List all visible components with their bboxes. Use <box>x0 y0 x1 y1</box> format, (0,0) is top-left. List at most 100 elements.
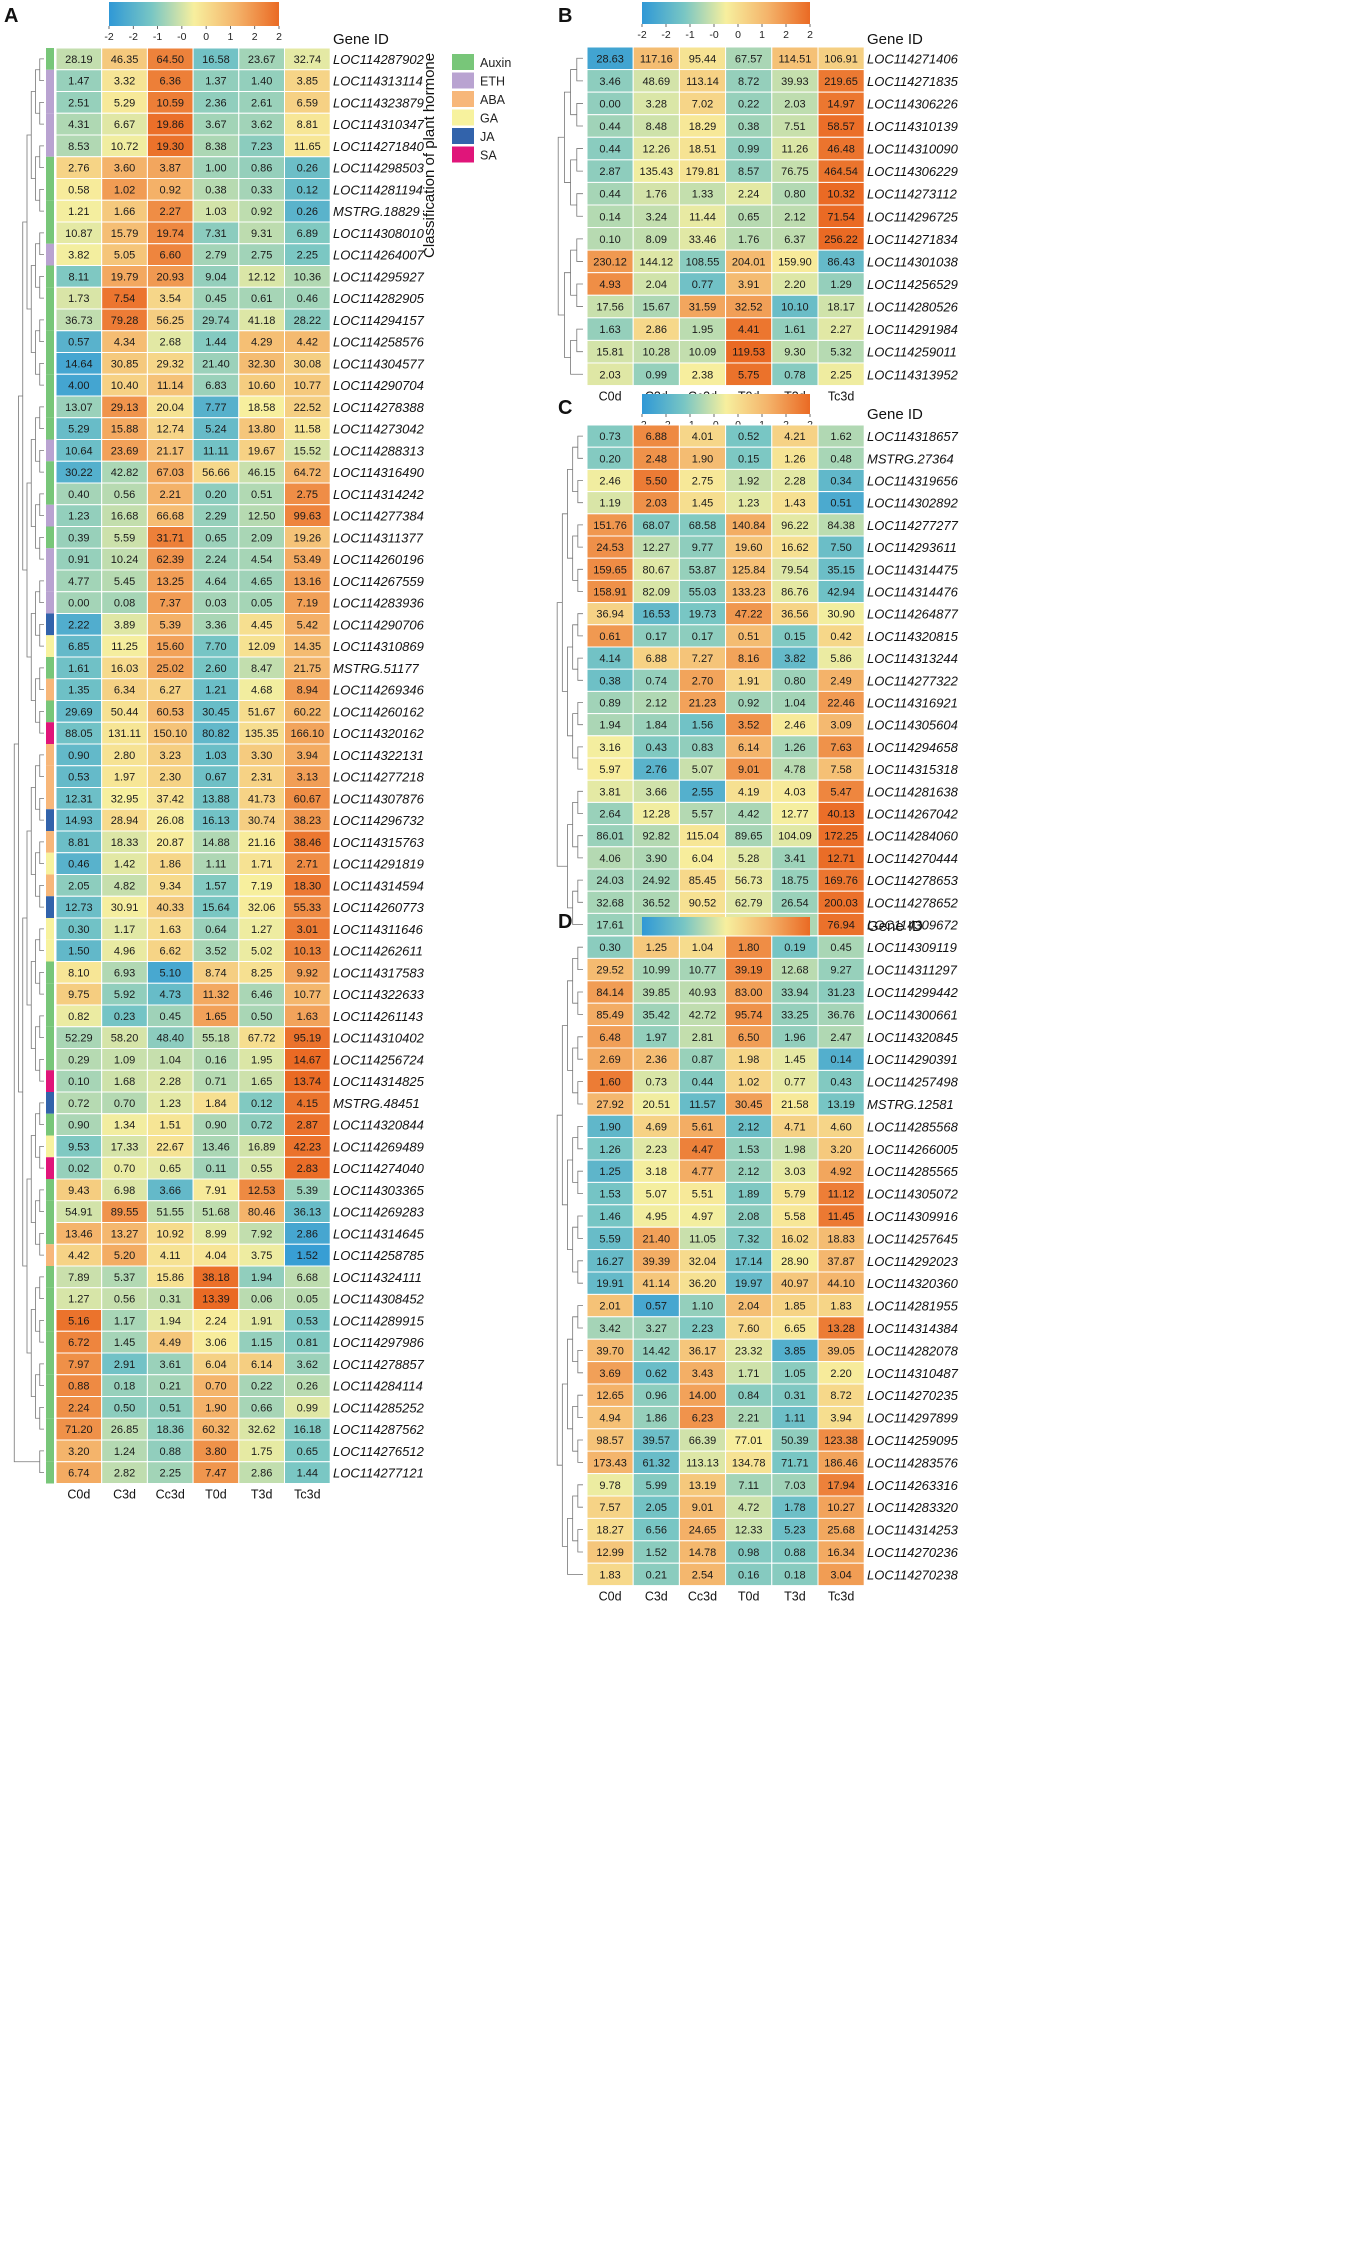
cell-value: 2.09 <box>251 532 272 544</box>
cell-value: 5.39 <box>297 1185 318 1197</box>
gene-label: LOC114314253 <box>867 1523 959 1538</box>
column-label: Cc3d <box>156 1488 185 1502</box>
cell-value: 39.85 <box>643 987 671 999</box>
dendrogram-branch <box>39 754 44 778</box>
cell-value: 0.48 <box>830 453 851 465</box>
cell-value: 1.84 <box>205 1098 226 1110</box>
cell-value: 1.17 <box>114 924 135 936</box>
cell-value: 10.09 <box>689 347 717 359</box>
dendrogram-branch <box>39 841 44 865</box>
cell-value: 32.04 <box>689 1256 717 1268</box>
cell-value: 16.89 <box>248 1141 276 1153</box>
cell-value: 20.87 <box>156 837 184 849</box>
cell-value: 13.28 <box>827 1323 855 1335</box>
dendrogram-branch <box>577 435 583 459</box>
cell-value: 0.62 <box>646 1368 667 1380</box>
cell-value: 1.84 <box>646 720 667 732</box>
cell-value: 2.47 <box>830 1032 851 1044</box>
dendrogram-branch <box>570 249 577 296</box>
cell-value: 2.04 <box>646 279 667 291</box>
cell-value: 12.71 <box>827 853 855 865</box>
cell-value: 18.27 <box>596 1525 624 1537</box>
cell-value: 7.47 <box>205 1468 226 1480</box>
cell-value: 36.17 <box>689 1345 717 1357</box>
cell-value: 3.42 <box>599 1323 620 1335</box>
cell-value: 48.40 <box>156 1033 184 1045</box>
dendrogram-branch <box>577 1215 583 1239</box>
cell-value: 0.53 <box>297 1315 318 1327</box>
cell-value: 0.82 <box>68 1011 89 1023</box>
cell-value: 0.26 <box>297 1381 318 1393</box>
colorbar-tick-label: -2 <box>104 31 113 43</box>
cell-value: 15.86 <box>156 1272 184 1284</box>
cell-value: 0.26 <box>297 163 318 175</box>
cell-value: 90.52 <box>689 897 717 909</box>
cell-value: 4.68 <box>251 685 272 697</box>
cell-value: 8.72 <box>738 76 759 88</box>
cell-value: 55.18 <box>202 1033 230 1045</box>
cell-value: 56.73 <box>735 875 763 887</box>
cell-value: 135.35 <box>245 728 279 740</box>
cell-value: 9.27 <box>830 965 851 977</box>
gene-label: LOC114285252 <box>333 1400 425 1415</box>
cell-value: 134.78 <box>732 1457 766 1469</box>
legend-swatch <box>452 109 474 126</box>
cell-value: 0.72 <box>68 1098 89 1110</box>
dendrogram-branch <box>30 439 36 527</box>
cell-value: 1.73 <box>68 293 89 305</box>
cell-value: 3.94 <box>830 1413 851 1425</box>
dendrogram-branch <box>39 928 44 952</box>
cell-value: 6.14 <box>738 742 759 754</box>
cell-value: 0.77 <box>692 279 713 291</box>
gene-label: LOC114305604 <box>867 718 958 733</box>
hormone-class-bar <box>46 722 54 744</box>
cell-value: 2.01 <box>599 1301 620 1313</box>
gene-label: LOC114320845 <box>867 1030 959 1045</box>
hormone-class-bar <box>46 1070 54 1092</box>
cell-value: 3.87 <box>160 163 181 175</box>
cell-value: 66.39 <box>689 1435 717 1447</box>
cell-value: 2.86 <box>251 1468 272 1480</box>
cell-value: 13.80 <box>248 424 276 436</box>
dendrogram-branch <box>556 602 568 867</box>
cell-value: 0.87 <box>692 1054 713 1066</box>
cell-value: 5.79 <box>784 1189 805 1201</box>
cell-value: 53.49 <box>294 554 322 566</box>
cell-value: 3.52 <box>205 946 226 958</box>
cell-value: 6.62 <box>160 946 181 958</box>
cell-value: 1.26 <box>599 1144 620 1156</box>
cell-value: 0.71 <box>205 1076 226 1088</box>
hormone-class-bar <box>46 1157 54 1179</box>
cell-value: 19.26 <box>294 532 322 544</box>
cell-value: 60.53 <box>156 706 184 718</box>
column-label: T3d <box>251 1488 273 1502</box>
cell-value: 2.25 <box>297 250 318 262</box>
gene-label: LOC114310090 <box>867 142 959 157</box>
cell-value: 12.12 <box>248 271 276 283</box>
hormone-class-bar <box>46 1179 54 1201</box>
cell-value: 1.09 <box>114 1054 135 1066</box>
cell-value: 0.43 <box>646 742 667 754</box>
cell-value: 37.87 <box>827 1256 855 1268</box>
cell-value: 0.77 <box>784 1077 805 1089</box>
cell-value: 5.32 <box>830 347 851 359</box>
cell-value: 2.86 <box>646 324 667 336</box>
cell-value: 1.71 <box>738 1368 759 1380</box>
cell-value: 1.00 <box>205 163 226 175</box>
cell-value: 20.04 <box>156 402 184 414</box>
cell-value: 7.60 <box>738 1323 759 1335</box>
cell-value: 2.24 <box>205 1315 226 1327</box>
colorbar <box>109 2 279 26</box>
cell-value: 95.44 <box>689 53 717 65</box>
cell-value: 7.19 <box>251 880 272 892</box>
gene-label: LOC114277322 <box>867 673 959 688</box>
gene-label: LOC114309916 <box>867 1209 959 1224</box>
cell-value: 76.94 <box>827 920 855 932</box>
gene-label: MSTRG.27364 <box>867 451 954 466</box>
cell-value: 0.86 <box>251 163 272 175</box>
panel-letter: C <box>558 397 572 419</box>
cell-value: 36.76 <box>827 1009 855 1021</box>
dendrogram-branch <box>39 58 44 82</box>
gene-label: LOC114314476 <box>867 585 959 600</box>
cell-value: 144.12 <box>639 256 673 268</box>
